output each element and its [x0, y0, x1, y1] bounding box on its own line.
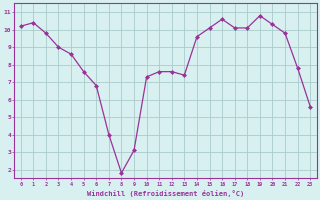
X-axis label: Windchill (Refroidissement éolien,°C): Windchill (Refroidissement éolien,°C): [87, 190, 244, 197]
